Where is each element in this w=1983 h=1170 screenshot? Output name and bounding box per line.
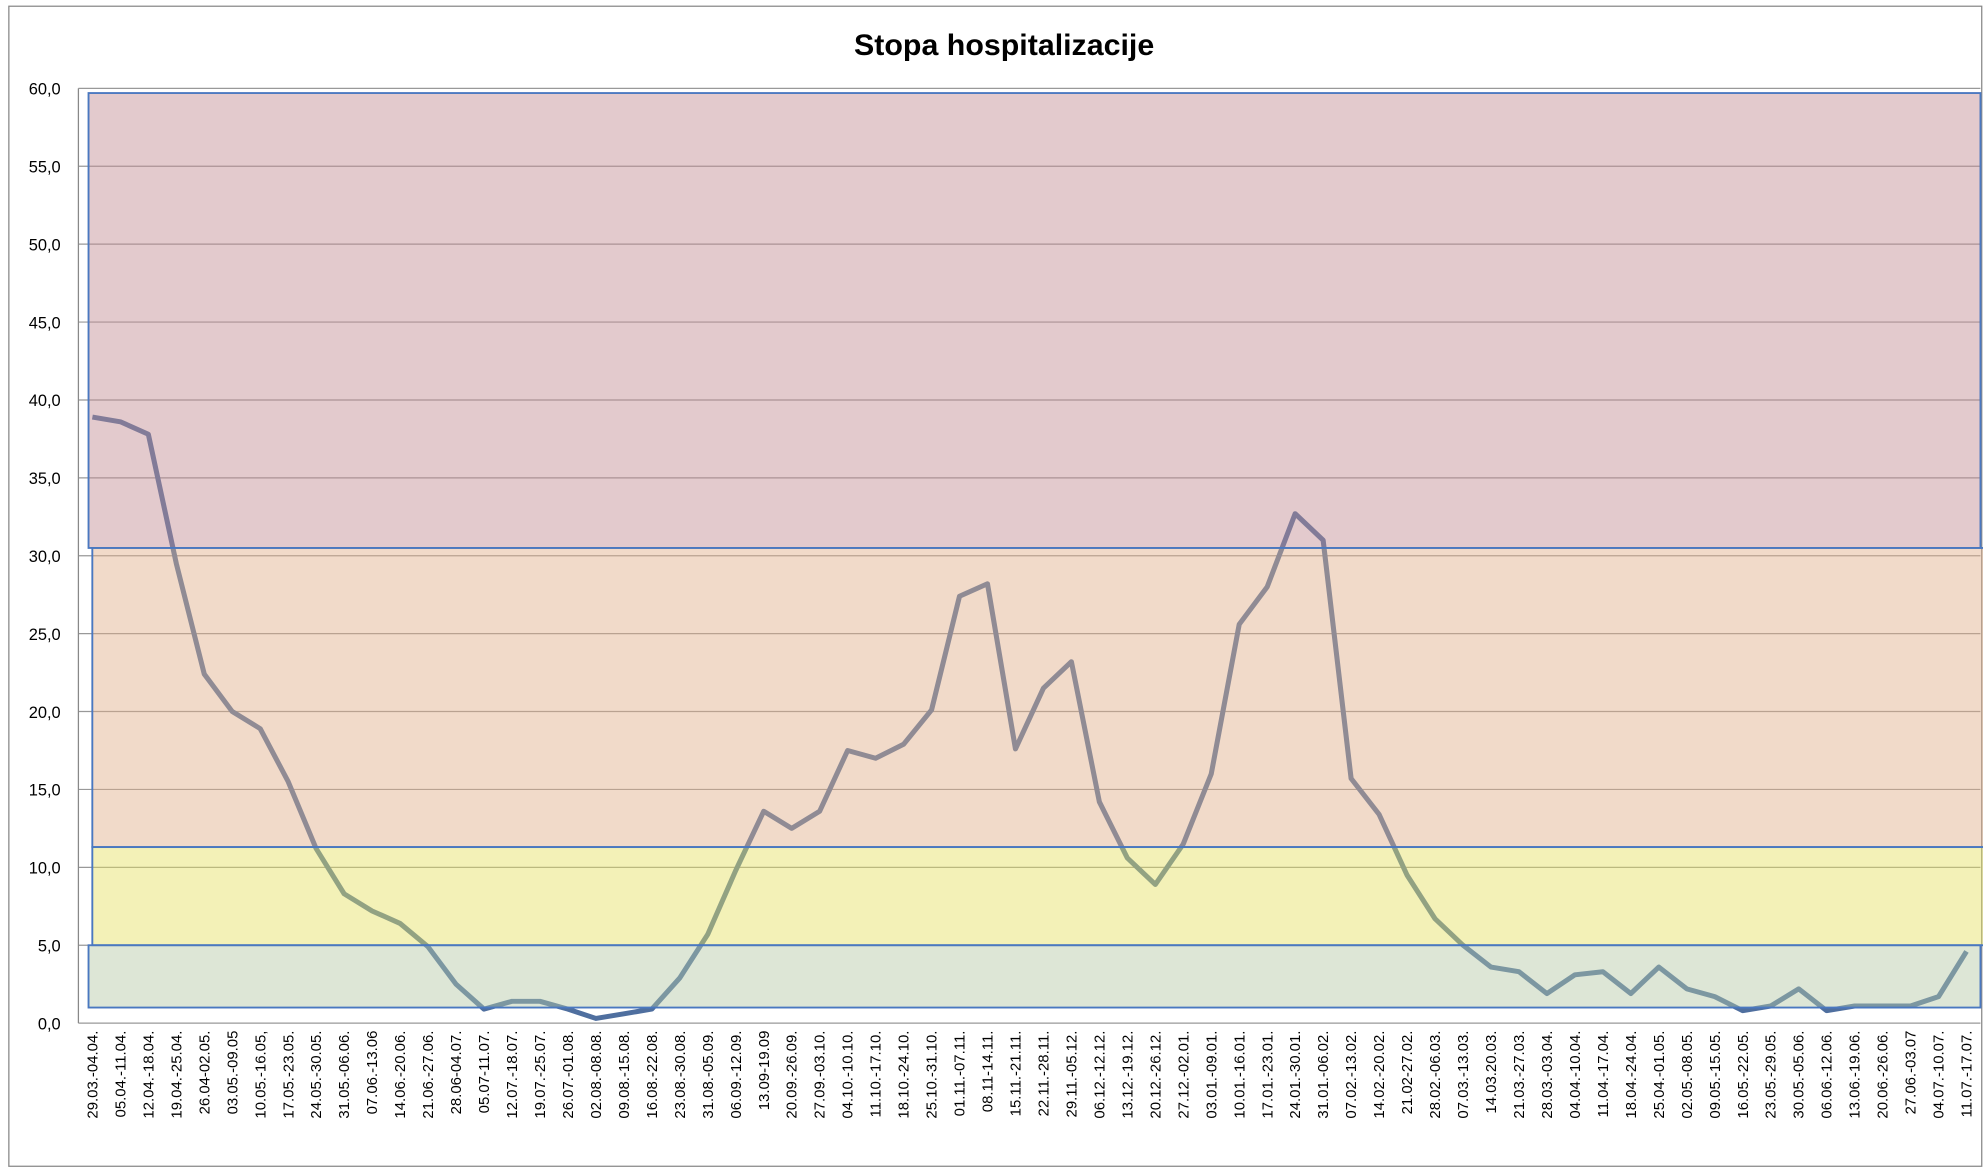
x-tick-label: 22.11.-28.11. — [1035, 1031, 1052, 1117]
x-tick-label: 06.06.-12.06. — [1819, 1031, 1836, 1119]
x-tick-label: 05.07-11.07. — [476, 1031, 493, 1114]
x-tick-label: 13.12.-19.12. — [1119, 1031, 1136, 1119]
x-tick-label: 11.04.-17.04. — [1595, 1031, 1612, 1118]
y-tick-label: 5,0 — [38, 938, 61, 956]
x-tick-label: 14.06.-20.06. — [392, 1031, 409, 1119]
x-tick-label: 16.05.-22.05. — [1735, 1031, 1752, 1119]
x-tick-label: 17.01.-23.01. — [1259, 1031, 1276, 1119]
x-tick-label: 11.10.-17.10. — [868, 1031, 885, 1118]
y-tick-label: 20,0 — [29, 704, 61, 722]
x-tick-label: 03.01.-09.01. — [1203, 1031, 1220, 1119]
x-tick-label: 12.07.-18.07. — [504, 1031, 521, 1119]
x-tick-label: 11.07.-17.07. — [1958, 1031, 1975, 1118]
x-tick-label: 28.02.-06.03. — [1427, 1031, 1444, 1119]
x-tick-label: 24.05.-30.05. — [308, 1031, 325, 1119]
chart-title: Stopa hospitalizacije — [854, 29, 1154, 62]
y-tick-label: 60,0 — [29, 81, 61, 99]
y-tick-label: 10,0 — [29, 860, 61, 878]
data-line — [91, 414, 1969, 1021]
threshold-band — [91, 547, 1983, 849]
x-tick-label: 15.11.-21.11. — [1007, 1031, 1024, 1117]
x-tick-label: 20.06.-26.06. — [1875, 1031, 1892, 1119]
x-tick-label: 10.05.-16.05, — [252, 1031, 269, 1119]
x-tick-label: 12.04.-18.04. — [140, 1031, 157, 1119]
x-tick-label: 09.08.-15.08. — [616, 1031, 633, 1119]
x-tick-label: 06.12.-12.12. — [1091, 1031, 1108, 1119]
x-tick-label: 28.06-04.07. — [448, 1031, 465, 1115]
x-tick-label: 23.05.-29.05. — [1763, 1031, 1780, 1119]
x-tick-label: 27.12.-02.01. — [1175, 1031, 1192, 1119]
x-tick-label: 27.09.-03.10. — [812, 1031, 829, 1119]
x-tick-label: 02.05.-08.05. — [1679, 1031, 1696, 1119]
x-tick-label: 29.11.-05.12. — [1063, 1031, 1080, 1118]
x-tick-label: 04.07.-10.07. — [1930, 1031, 1947, 1119]
x-tick-label: 02.08.-08.08. — [588, 1031, 605, 1119]
x-tick-label: 03.05.-09.05 — [224, 1031, 241, 1115]
x-tick-label: 04.04.-10.04. — [1567, 1031, 1584, 1119]
threshold-band — [91, 846, 1983, 947]
x-tick-label: 20.12.-26.12. — [1147, 1031, 1164, 1119]
y-tick-label: 40,0 — [29, 392, 61, 410]
x-tick-label: 07.02.-13.02. — [1343, 1031, 1360, 1119]
x-tick-label: 21.02-27.02. — [1399, 1031, 1416, 1115]
x-tick-label: 04.10.-10.10. — [840, 1031, 857, 1119]
x-tick-label: 24.01.-30.01. — [1287, 1031, 1304, 1119]
threshold-band — [87, 944, 1982, 1009]
y-tick-label: 55,0 — [29, 159, 61, 177]
x-tick-label: 25.10.-31.10. — [923, 1031, 940, 1119]
x-tick-label: 26.07.-01.08. — [560, 1031, 577, 1119]
y-tick-label: 0,0 — [38, 1015, 61, 1033]
y-tick-label: 15,0 — [29, 782, 61, 800]
x-tick-label: 13.06.-19.06. — [1847, 1031, 1864, 1119]
x-tick-label: 05.04.-11.04. — [112, 1031, 129, 1118]
x-tick-label: 16.08.-22.08. — [644, 1031, 661, 1119]
x-tick-label: 14.03.20.03. — [1483, 1031, 1500, 1114]
x-tick-label: 29.03.-04.04. — [84, 1031, 101, 1119]
x-tick-label: 21.03.-27.03. — [1511, 1031, 1528, 1119]
x-tick-label: 08.11-14.11. — [979, 1031, 996, 1113]
x-tick-label: 28.03.-03.04. — [1539, 1031, 1556, 1119]
x-tick-label: 18.10.-24.10. — [896, 1031, 913, 1119]
x-tick-label: 09.05.-15.05. — [1707, 1031, 1724, 1119]
x-tick-label: 31.01.-06.02. — [1315, 1031, 1332, 1119]
x-tick-label: 31.05.-06.06. — [336, 1031, 353, 1119]
y-tick-label: 35,0 — [29, 470, 61, 488]
x-tick-label: 23.08.-30.08. — [672, 1031, 689, 1119]
x-tick-label: 07.06.-13.06 — [364, 1031, 381, 1115]
y-tick-label: 25,0 — [29, 626, 61, 644]
x-tick-label: 17.05.-23.05. — [280, 1031, 297, 1119]
x-tick-label: 14.02.-20.02. — [1371, 1031, 1388, 1119]
y-tick-label: 30,0 — [29, 548, 61, 566]
threshold-band — [87, 92, 1982, 549]
x-tick-label: 18.04.-24.04. — [1623, 1031, 1640, 1119]
x-tick-label: 07.03.-13.03. — [1455, 1031, 1472, 1119]
x-tick-label: 30.05.-05.06. — [1791, 1031, 1808, 1119]
x-tick-label: 19.04.-25.04. — [168, 1031, 185, 1119]
x-tick-label: 25.04.-01.05. — [1651, 1031, 1668, 1119]
y-tick-label: 50,0 — [29, 237, 61, 255]
x-tick-label: 27.06.-03.07 — [1902, 1031, 1919, 1115]
x-tick-label: 26.04-02.05. — [196, 1031, 213, 1115]
x-tick-label: 20.09.-26.09. — [784, 1031, 801, 1119]
x-tick-label: 06.09.-12.09. — [728, 1031, 745, 1119]
x-tick-label: 10.01.-16.01. — [1231, 1031, 1248, 1119]
x-tick-label: 31.08.-05.09. — [700, 1031, 717, 1119]
x-tick-label: 13.09-19.09 — [756, 1031, 773, 1111]
x-tick-label: 01.11.-07.11. — [951, 1031, 968, 1117]
y-tick-label: 45,0 — [29, 314, 61, 332]
x-tick-label: 21.06.-27.06. — [420, 1031, 437, 1119]
x-tick-label: 19.07.-25.07. — [532, 1031, 549, 1119]
